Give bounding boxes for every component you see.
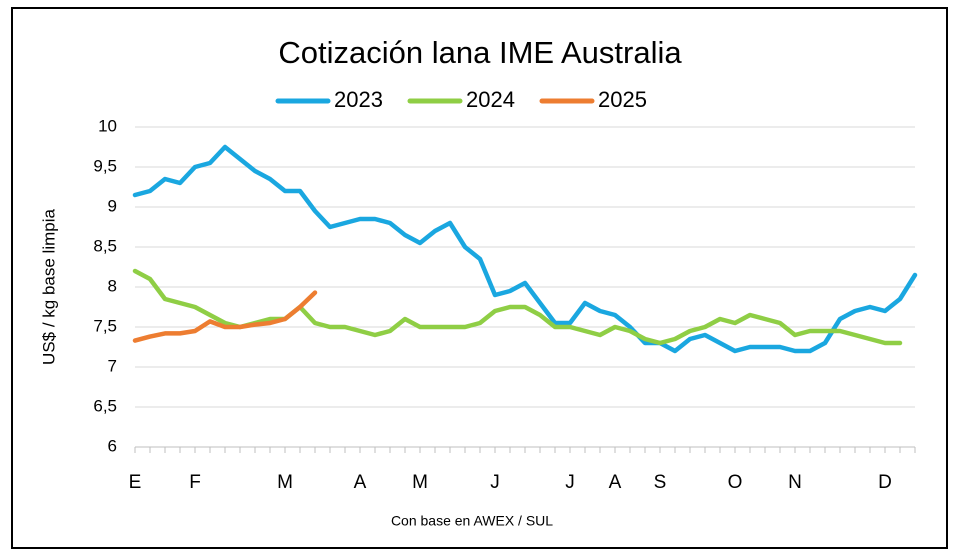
x-tick-label: A (609, 472, 622, 493)
x-tick-label: J (565, 472, 575, 493)
legend-label: 2024 (466, 87, 515, 112)
chart-title: Cotización lana IME Australia (278, 35, 682, 70)
x-tick-label: N (788, 472, 802, 493)
x-tick-label: S (654, 472, 667, 493)
y-tick-label: 9 (108, 196, 117, 215)
series-line (132, 290, 318, 343)
y-tick-label: 8,5 (93, 236, 117, 255)
x-tick-label: M (412, 472, 428, 493)
series-line (132, 268, 903, 346)
y-tick-label: 7 (108, 356, 117, 375)
y-tick-label: 10 (98, 116, 117, 135)
x-tick-label: A (354, 472, 367, 493)
y-tick-label: 9,5 (93, 156, 117, 175)
y-tick-label: 7,5 (93, 316, 117, 335)
series-line (132, 144, 918, 354)
legend-label: 2023 (334, 87, 383, 112)
x-tick-label: M (277, 472, 293, 493)
legend-label: 2025 (598, 87, 647, 112)
y-axis-label: US$ / kg base limpia (39, 209, 58, 365)
y-tick-label: 8 (108, 276, 117, 295)
y-tick-label: 6,5 (93, 396, 117, 415)
x-tick-label: D (878, 472, 892, 493)
frame (11, 7, 948, 549)
footnote: Con base en AWEX / SUL (391, 513, 553, 529)
x-tick-label: O (728, 472, 743, 493)
x-tick-label: F (189, 472, 201, 493)
y-tick-label: 6 (108, 436, 117, 455)
x-tick-label: E (129, 472, 142, 493)
x-tick-label: J (490, 472, 500, 493)
